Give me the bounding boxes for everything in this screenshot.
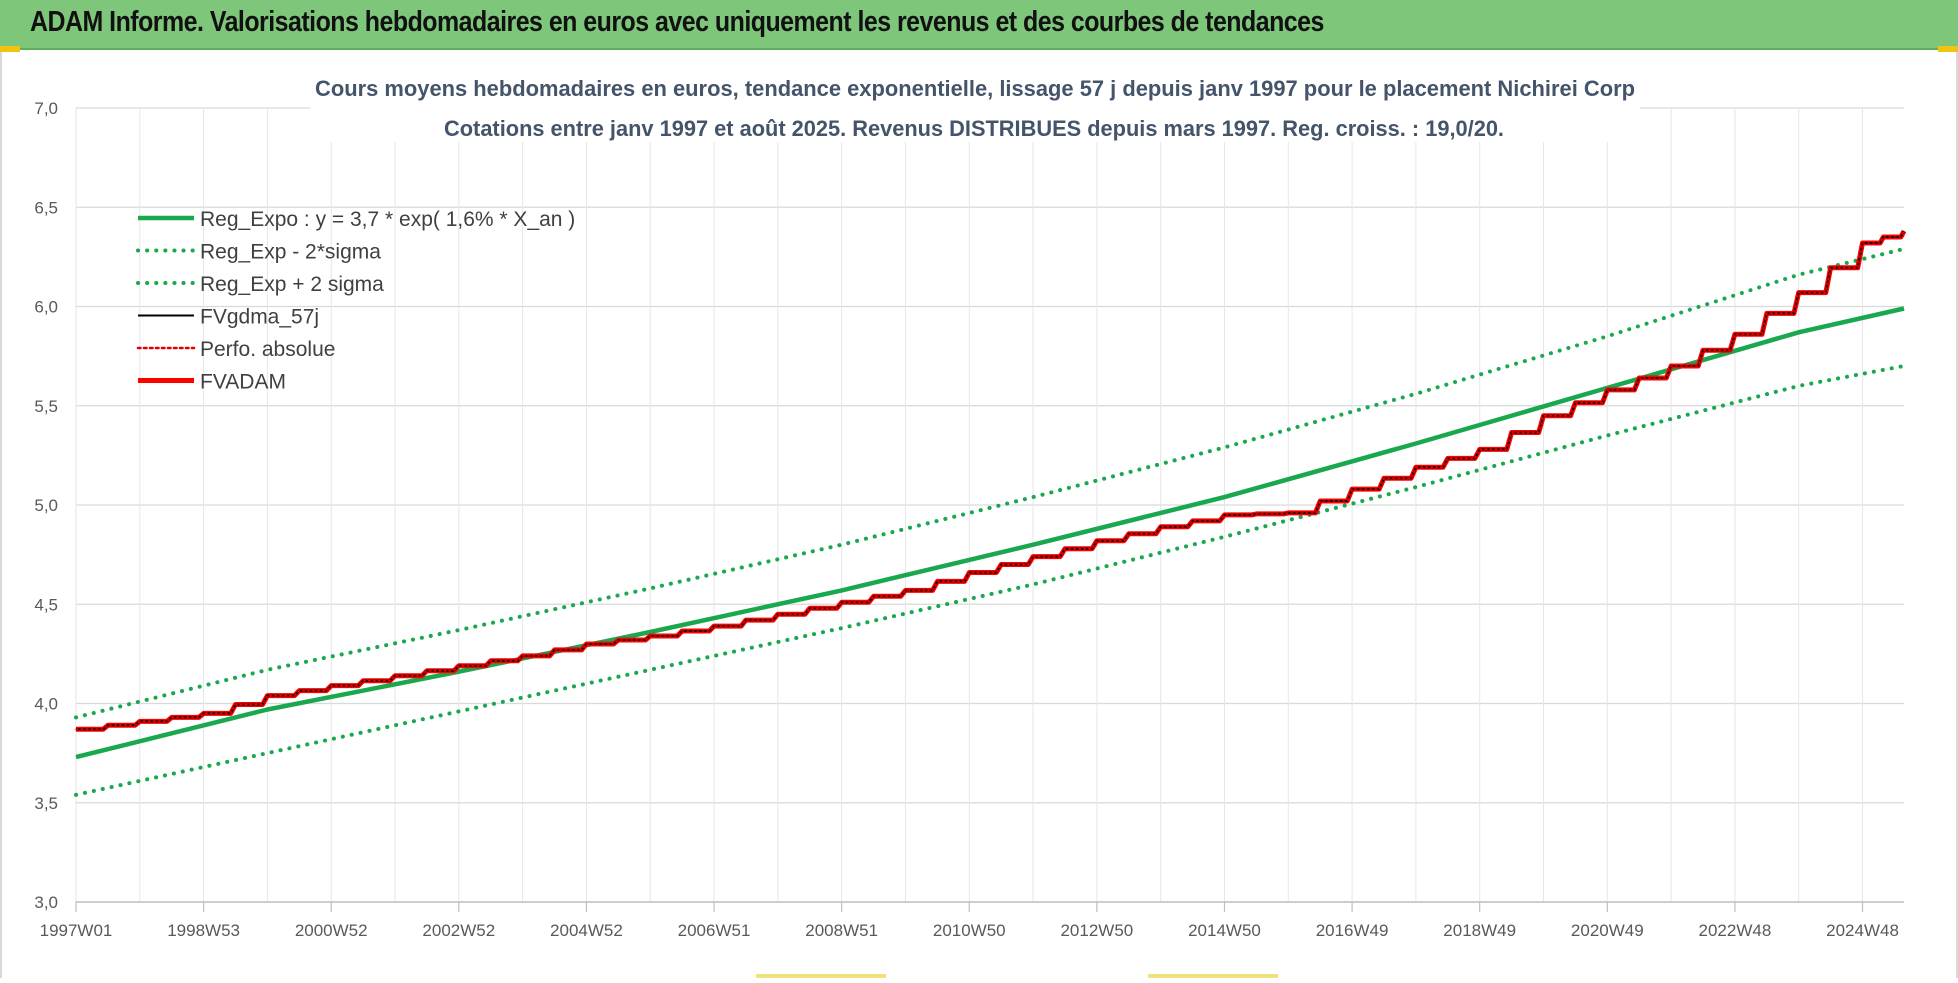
y-tick-label: 6,0 (34, 298, 58, 317)
perfo-absolue-line (75, 230, 1905, 731)
y-tick-label: 5,0 (34, 496, 58, 515)
x-tick-label: 2004W52 (550, 921, 623, 940)
x-tick-label: 2018W49 (1443, 921, 1516, 940)
y-tick-label: 6,5 (34, 198, 58, 217)
reg-expo-line (75, 306, 1905, 760)
fvgdma-line (76, 230, 1905, 731)
title-layer: Cours moyens hebdomadaires en euros, ten… (310, 62, 1640, 142)
header-accent-left (0, 46, 20, 52)
legend-fvadam-label: FVADAM (200, 371, 286, 394)
bottom-accent-right (1148, 974, 1278, 978)
y-tick-label: 4,0 (34, 695, 58, 714)
reg-minus-sigma-line (74, 364, 1906, 797)
reg-plus-sigma-line (74, 246, 1906, 720)
y-tick-label: 3,5 (34, 794, 58, 813)
title-background (310, 62, 1640, 142)
header-accent-right (1938, 46, 1958, 52)
chart-frame: 3,0 3,5 4,0 4,5 5,0 5,5 6,0 6,5 7,0 1997W01 1998W5… (0, 52, 1958, 978)
x-tick-label: 2000W52 (295, 921, 368, 940)
legend-perfo-absolue-label: Perfo. absolue (200, 338, 335, 361)
x-tick-label: 2016W49 (1316, 921, 1389, 940)
x-tick-label: 1997W01 (40, 921, 113, 940)
legend-reg-minus-sigma-label: Reg_Exp - 2*sigma (200, 241, 381, 264)
page-title: ADAM Informe. Valorisations hebdomadaire… (30, 6, 1324, 38)
chart-title: Cours moyens hebdomadaires en euros, ten… (315, 76, 1635, 101)
axis-layer: 3,0 3,5 4,0 4,5 5,0 5,5 6,0 6,5 7,0 1997W01 1998W5… (34, 99, 1904, 940)
x-tick-label: 2012W50 (1060, 921, 1133, 940)
legend-fvgdma-label: FVgdma_57j (200, 306, 319, 329)
x-tick-label: 1998W53 (167, 921, 240, 940)
fvadam-line (76, 229, 1907, 732)
y-tick-label: 4,5 (34, 595, 58, 614)
y-tick-label: 3,0 (34, 893, 58, 912)
x-tick-label: 2002W52 (422, 921, 495, 940)
chart-svg: 3,0 3,5 4,0 4,5 5,0 5,5 6,0 6,5 7,0 1997W01 1998W5… (34, 62, 1907, 940)
x-tick-label: 2020W49 (1571, 921, 1644, 940)
legend-reg-expo-label: Reg_Expo : y = 3,7 * exp( 1,6% * X_an ) (200, 208, 575, 231)
x-tick-label: 2006W51 (678, 921, 751, 940)
legend: Reg_Expo : y = 3,7 * exp( 1,6% * X_an ) R… (136, 208, 575, 394)
y-tick-label: 7,0 (34, 99, 58, 118)
x-tick-label: 2008W51 (805, 921, 878, 940)
bottom-accent-left (756, 974, 886, 978)
grid-layer (75, 107, 1904, 903)
x-tick-label: 2014W50 (1188, 921, 1261, 940)
y-tick-label: 5,5 (34, 397, 58, 416)
x-tick-label: 2024W48 (1826, 921, 1899, 940)
legend-reg-plus-sigma-label: Reg_Exp + 2 sigma (200, 273, 384, 296)
chart-subtitle: Cotations entre janv 1997 et août 2025. … (444, 116, 1504, 141)
x-tick-label: 2010W50 (933, 921, 1006, 940)
series-layer (74, 229, 1907, 797)
header-bar: ADAM Informe. Valorisations hebdomadaire… (0, 0, 1958, 52)
x-tick-label: 2022W48 (1699, 921, 1772, 940)
